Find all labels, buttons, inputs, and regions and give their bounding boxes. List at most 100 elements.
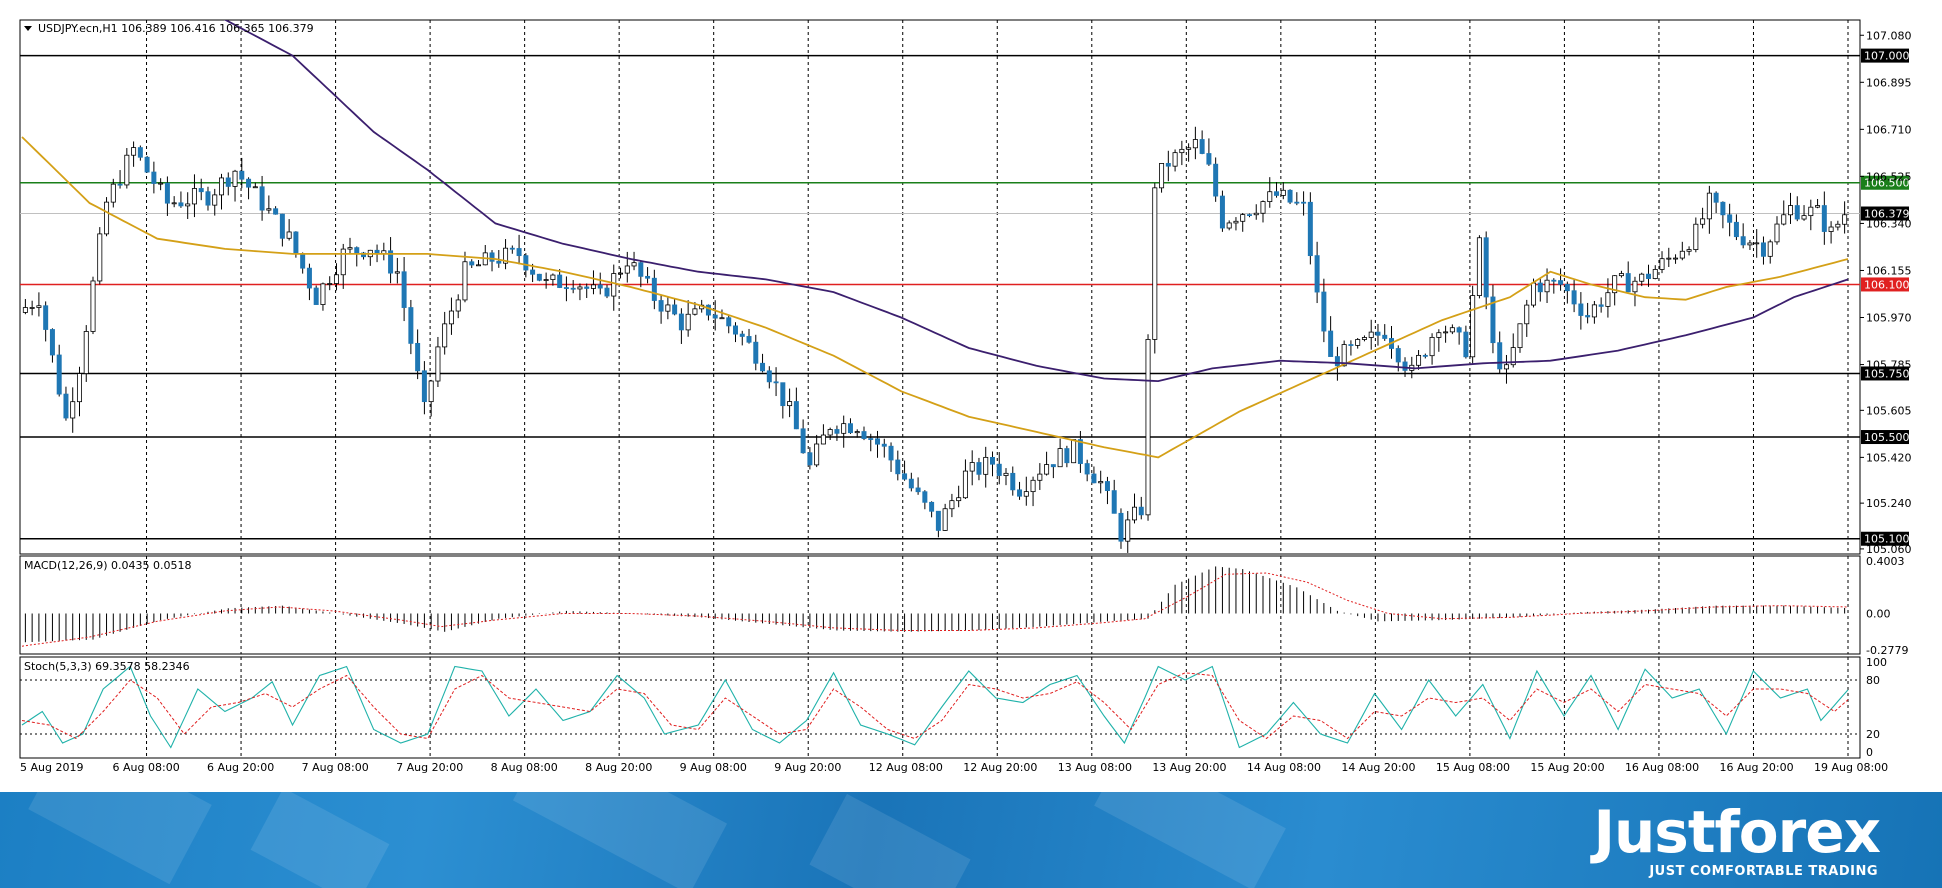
bull-candle [618,272,624,275]
bear-candle [117,183,123,186]
time-tick-label: 7 Aug 08:00 [302,761,369,774]
bull-candle [1240,214,1246,222]
price-axis: 107.080 106.895 106.710 106.525 106.340 106.1… [1860,29,1912,556]
bull-candle [1835,223,1841,228]
bear-candle [1483,237,1489,298]
bull-candle [1503,364,1509,370]
brand-banner [0,792,1942,888]
bear-candle [516,248,522,257]
bull-candle [1152,187,1158,340]
bear-candle [1118,512,1124,542]
stoch-label: Stoch(5,3,3) 69.3578 58.2346 [24,660,190,673]
collapse-triangle-icon[interactable] [24,26,32,31]
bear-candle [902,473,908,480]
bear-candle [1246,214,1252,217]
bear-candle [584,286,590,289]
bear-candle [1274,191,1280,196]
bear-candle [1490,296,1496,344]
bear-candle [1213,163,1219,197]
bear-candle [989,456,995,465]
bull-candle [1510,347,1516,366]
bear-candle [300,253,306,269]
bear-candle [1463,331,1469,358]
bear-candle [1456,327,1462,333]
bear-candle [1422,354,1428,357]
price-tick-label: 106.340 [1866,217,1912,230]
level-price-label: 105.100 [1864,533,1910,546]
time-tick-label: 8 Aug 20:00 [585,761,652,774]
bull-candle [1361,337,1367,340]
fast-moving-average-line [21,136,1849,459]
bear-candle [793,401,799,430]
bear-candle [225,177,231,187]
bear-candle [361,252,367,258]
level-price-tag [1861,175,1909,190]
bear-candle [1219,195,1225,229]
bull-candle [1700,218,1706,225]
time-tick-label: 14 Aug 08:00 [1247,761,1321,774]
bear-candle [996,463,1002,476]
bear-candle [421,370,427,403]
banner-decoration [28,792,212,885]
bull-candle [1476,237,1482,296]
bull-candle [158,182,164,185]
bull-candle [171,202,177,205]
bull-candle [1842,214,1848,225]
bull-candle [1591,304,1597,318]
bear-candle [178,202,184,207]
bull-candle [1470,295,1476,358]
bull-candle [1808,206,1814,217]
bull-candle [1159,163,1165,189]
bear-candle [935,510,941,531]
bear-candle [726,317,732,327]
bear-candle [645,275,651,279]
bear-candle [976,462,982,475]
bear-candle [1348,344,1354,346]
bull-candle [191,188,197,205]
bull-candle [962,470,968,499]
bull-candle [503,247,509,264]
bear-candle [205,191,211,206]
bear-candle [469,261,475,266]
symbol-label: USDJPY.ecn,H1 106.389 106.416 106.365 10… [38,22,314,35]
bull-candle [983,456,989,475]
bull-candle [1071,439,1077,464]
bull-candle [1145,339,1151,516]
bear-candle [273,208,279,215]
bull-candle [232,170,238,187]
horizontal-levels: 107.000 106.500 106.379 106.100 105.750 105.5… [20,48,1910,546]
bear-candle [43,305,49,330]
bull-candle [787,401,793,407]
price-tick-label: 106.710 [1866,123,1912,136]
macd-tick-label: -0.2779 [1866,644,1908,657]
bull-candle [428,380,434,403]
bear-candle [1091,473,1097,484]
candlesticks [22,126,1848,553]
bear-candle [908,478,914,489]
bear-candle [1375,331,1381,336]
bear-candle [530,269,536,275]
bear-candle [922,491,928,503]
time-tick-label: 16 Aug 08:00 [1625,761,1699,774]
level-price-label: 106.100 [1864,278,1910,291]
bull-candle [631,262,637,267]
bear-candle [773,381,779,384]
bear-candle [1733,221,1739,238]
bull-candle [219,177,225,196]
bull-candle [1686,249,1692,252]
time-tick-label: 13 Aug 20:00 [1152,761,1226,774]
slow-moving-average-line [223,20,1849,383]
price-tick-label: 105.970 [1866,312,1912,325]
bull-candle [590,284,596,289]
bear-candle [1402,361,1408,371]
bear-candle [1314,255,1320,293]
time-tick-label: 13 Aug 08:00 [1058,761,1132,774]
bull-candle [1632,280,1638,293]
bear-candle [1598,304,1604,307]
bear-candle [1321,291,1327,332]
bull-candle [333,274,339,284]
bear-candle [1558,280,1564,285]
bear-candle [1645,273,1651,279]
bear-candle [1294,201,1300,204]
bear-candle [63,393,69,419]
